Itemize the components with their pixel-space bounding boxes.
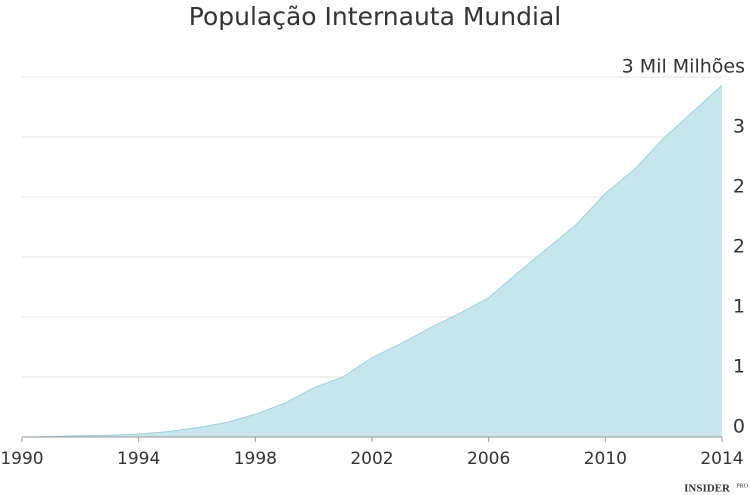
credit-sup: PRO <box>736 483 748 489</box>
area-line <box>21 85 723 438</box>
y-tick-label: 1 <box>733 356 745 378</box>
y-tick-label: 3 <box>733 116 745 138</box>
chart-title: População Internauta Mundial <box>189 2 561 31</box>
credit: INSIDER <box>684 483 731 495</box>
y-tick-label: 0 <box>733 416 745 438</box>
x-tick-label: 2006 <box>467 449 510 469</box>
x-tick-label: 2002 <box>350 449 393 469</box>
x-tick-label: 2010 <box>584 449 627 469</box>
x-tick-label: 1990 <box>0 449 43 469</box>
y-tick-label: 2 <box>733 176 745 198</box>
x-tick-label: 2014 <box>700 449 743 469</box>
x-tick-label: 1998 <box>234 449 277 469</box>
area <box>22 85 722 438</box>
y-tick-label: 3 Mil Milhões <box>622 56 745 78</box>
y-tick-label: 1 <box>733 296 745 318</box>
y-tick-label: 2 <box>733 236 745 258</box>
x-tick-label: 1994 <box>117 449 160 469</box>
